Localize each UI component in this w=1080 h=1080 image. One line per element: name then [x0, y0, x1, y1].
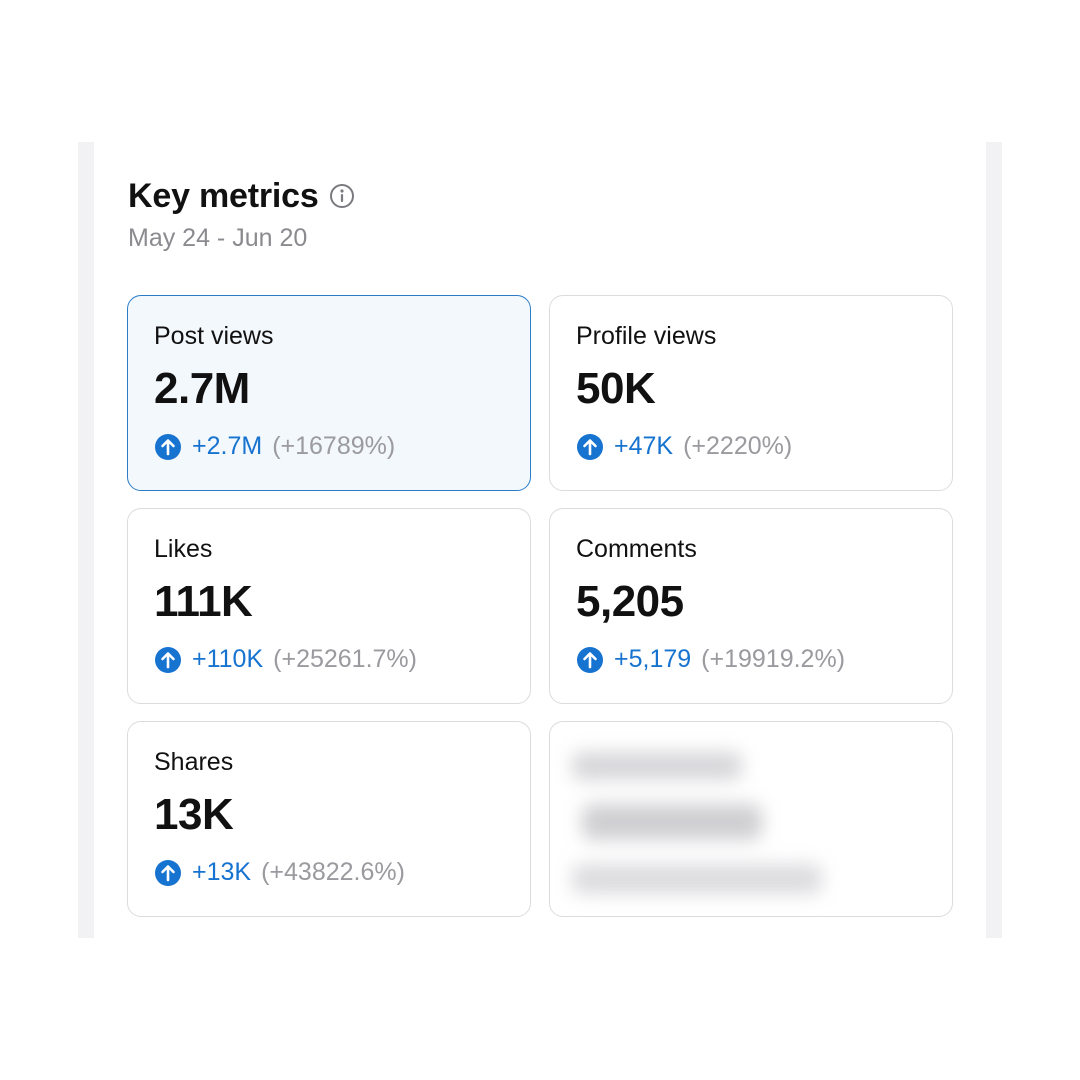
metric-change: +2.7M (+16789%) [154, 432, 395, 461]
metric-label: Shares [154, 748, 234, 776]
right-gutter [986, 142, 1002, 938]
metric-delta: +2.7M [192, 432, 263, 460]
metric-percent: (+25261.7%) [273, 645, 417, 673]
left-gutter [78, 142, 94, 938]
metric-delta: +110K [192, 645, 264, 673]
metric-card-likes[interactable]: Likes 111K +110K (+25261.7%) [127, 508, 531, 704]
metric-delta: +47K [614, 432, 674, 460]
title-row: Key metrics [128, 174, 355, 218]
info-icon[interactable] [329, 183, 355, 209]
arrow-up-circle-icon [154, 646, 182, 674]
metric-delta: +5,179 [614, 645, 692, 673]
arrow-up-circle-icon [576, 433, 604, 461]
metric-label: Profile views [576, 322, 717, 350]
metric-label: Likes [154, 535, 213, 563]
metric-card-profile-views[interactable]: Profile views 50K +47K (+2220%) [549, 295, 953, 491]
metric-card-redacted[interactable] [549, 721, 953, 917]
metric-change: +5,179 (+19919.2%) [576, 645, 845, 674]
metric-label: Post views [154, 322, 274, 350]
key-metrics-header: Key metrics May 24 - Jun 20 [128, 174, 355, 253]
blurred-content [568, 742, 848, 912]
metric-percent: (+2220%) [683, 432, 793, 460]
metric-change: +47K (+2220%) [576, 432, 792, 461]
metric-delta: +13K [192, 858, 252, 886]
date-range: May 24 - Jun 20 [128, 224, 308, 252]
metric-card-post-views[interactable]: Post views 2.7M +2.7M (+16789%) [127, 295, 531, 491]
metric-percent: (+16789%) [272, 432, 396, 460]
metric-value: 50K [576, 364, 656, 413]
metric-percent: (+43822.6%) [261, 858, 405, 886]
metric-value: 13K [154, 790, 234, 839]
metric-card-shares[interactable]: Shares 13K +13K (+43822.6%) [127, 721, 531, 917]
arrow-up-circle-icon [576, 646, 604, 674]
metric-card-comments[interactable]: Comments 5,205 +5,179 (+19919.2%) [549, 508, 953, 704]
metric-value: 2.7M [154, 364, 250, 413]
metric-value: 111K [154, 577, 253, 626]
metric-label: Comments [576, 535, 697, 563]
metric-change: +110K (+25261.7%) [154, 645, 417, 674]
arrow-up-circle-icon [154, 859, 182, 887]
metric-value: 5,205 [576, 577, 684, 626]
page-title: Key metrics [128, 176, 319, 215]
arrow-up-circle-icon [154, 433, 182, 461]
metric-change: +13K (+43822.6%) [154, 858, 405, 887]
metric-percent: (+19919.2%) [701, 645, 846, 673]
